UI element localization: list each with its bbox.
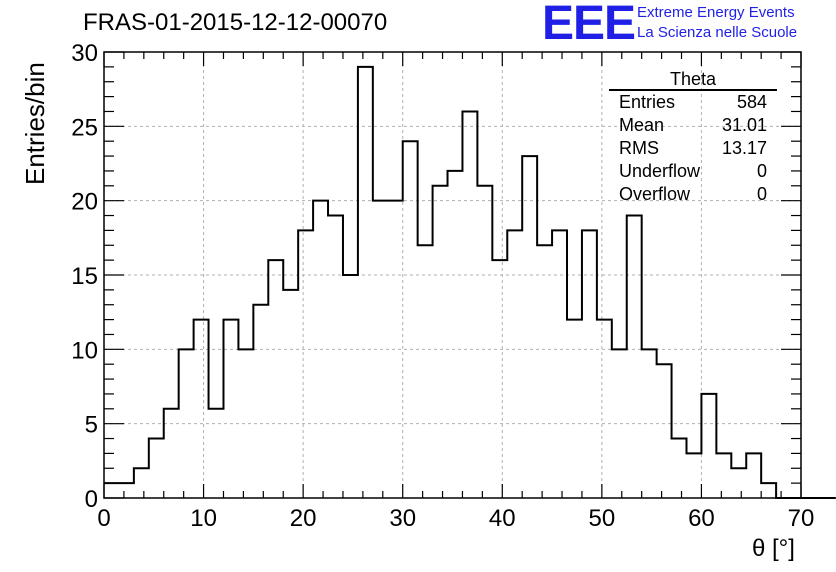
x-tick-label: 0 (97, 505, 110, 532)
logo-subtitle-1: Extreme Energy Events (637, 4, 795, 21)
stats-label: Entries (619, 92, 676, 112)
stats-label: Mean (619, 115, 665, 135)
stats-value: 0 (756, 161, 767, 181)
y-tick-label: 30 (71, 40, 98, 67)
x-tick-label: 30 (389, 505, 416, 532)
x-tick-label: 60 (688, 505, 715, 532)
y-tick-label: 25 (71, 114, 98, 141)
x-tick-label: 10 (190, 505, 217, 532)
y-tick-label: 10 (71, 337, 98, 364)
x-tick-label: 40 (489, 505, 516, 532)
y-tick-label: 5 (85, 412, 98, 439)
eee-logo: EEE (542, 0, 636, 50)
stats-row: Entries 584 (609, 91, 777, 114)
x-tick-label: 70 (788, 505, 815, 532)
axis-ticks (103, 51, 802, 499)
y-tick-label: 0 (85, 486, 98, 513)
x-tick-labels: 0 10 20 30 40 50 60 70 (97, 505, 814, 532)
y-tick-label: 15 (71, 263, 98, 290)
y-tick-labels: 0 5 10 15 20 25 30 (71, 40, 98, 513)
stats-label: Underflow (619, 161, 701, 181)
logo-subtitle-2: La Scienza nelle Scuole (637, 24, 798, 41)
y-axis-label: Entries/bin (20, 62, 50, 185)
stats-value: 584 (736, 92, 767, 112)
plot-title: FRAS-01-2015-12-12-00070 (83, 9, 388, 36)
stats-label: Overflow (619, 184, 691, 204)
stats-value: 0 (756, 184, 767, 204)
histogram-outline (104, 65, 836, 499)
stats-box: Theta Entries 584 Mean 31.01 RMS 13.17 Unde… (609, 69, 777, 206)
stats-value: 31.01 (721, 115, 767, 135)
x-axis-label: θ [°] (752, 535, 795, 562)
y-tick-label: 20 (71, 189, 98, 216)
x-tick-label: 20 (290, 505, 317, 532)
grid-lines (104, 52, 801, 498)
stats-row: Mean 31.01 (609, 114, 777, 137)
stats-row: Overflow 0 (609, 183, 777, 206)
stats-value: 13.17 (721, 138, 767, 158)
stats-row: RMS 13.17 (609, 137, 777, 160)
x-tick-label: 50 (589, 505, 616, 532)
stats-row: Underflow 0 (609, 160, 777, 183)
stats-label: RMS (619, 138, 659, 158)
stats-box-title: Theta (609, 69, 777, 91)
